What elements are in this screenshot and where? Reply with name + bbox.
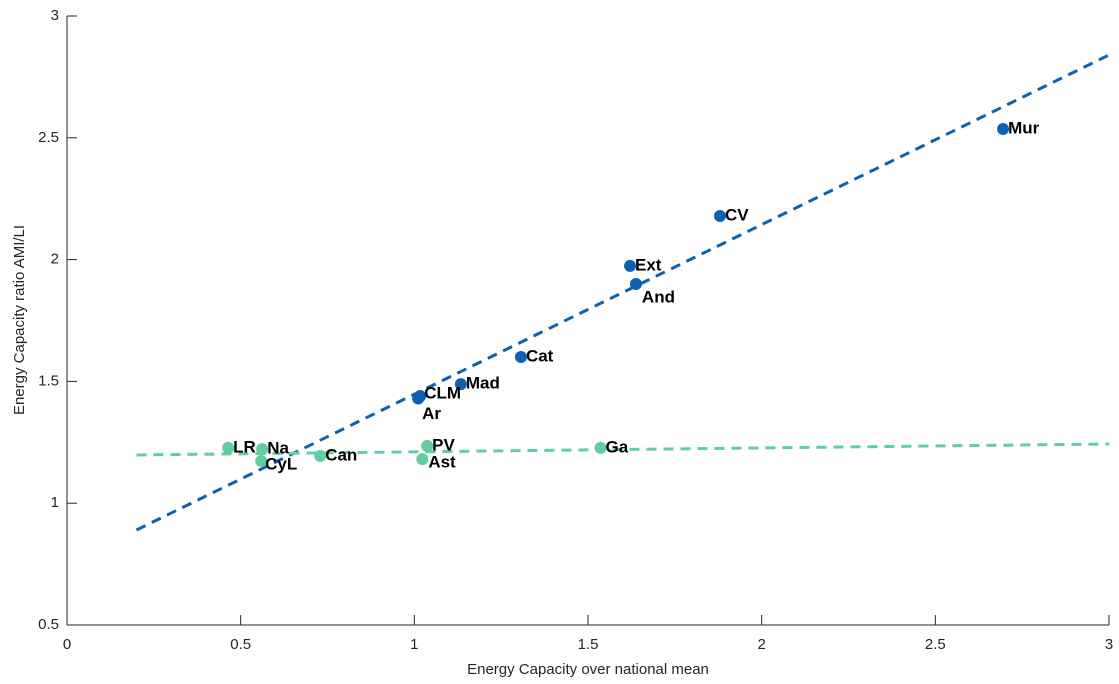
x-tick-label: 1.5 — [578, 636, 599, 653]
point — [454, 378, 467, 391]
point-label: Mad — [466, 374, 500, 393]
point — [412, 392, 425, 405]
point-label: CLM — [424, 384, 461, 403]
y-tick-label: 3 — [51, 7, 59, 24]
y-tick-label: 0.5 — [38, 616, 59, 633]
point — [255, 455, 268, 468]
y-tick-label: 2 — [51, 251, 59, 268]
x-tick-label: 0 — [63, 636, 71, 653]
point-label: Ext — [635, 255, 662, 274]
point — [624, 259, 637, 272]
y-tick-label: 1 — [51, 494, 59, 511]
trend-line — [136, 442, 1110, 457]
point — [629, 277, 642, 290]
point — [514, 351, 527, 364]
x-tick-label: 1 — [410, 636, 418, 653]
point — [594, 441, 607, 454]
point — [256, 443, 269, 456]
point-label: Na — [267, 439, 289, 458]
point — [222, 441, 235, 454]
point-label: Cat — [526, 347, 554, 366]
point-label: And — [642, 287, 675, 306]
point-label: PV — [432, 435, 455, 454]
x-tick-label: 2.5 — [925, 636, 946, 653]
point-label: Ar — [422, 404, 441, 423]
point — [713, 209, 726, 222]
y-tick-label: 1.5 — [38, 372, 59, 389]
point-label: Ga — [606, 437, 629, 456]
point-label: CyL — [265, 455, 297, 474]
point — [997, 123, 1010, 136]
point-label: Can — [325, 445, 357, 464]
x-tick-label: 2 — [757, 636, 765, 653]
point-label: Mur — [1008, 119, 1040, 138]
point-label: Ast — [428, 453, 456, 472]
x-tick-label: 0.5 — [230, 636, 251, 653]
trend-line — [135, 53, 1110, 532]
x-axis-label: Energy Capacity over national mean — [467, 661, 709, 678]
y-axis-label: Energy Capacity ratio AMI/LI — [11, 225, 28, 415]
x-tick-label: 3 — [1105, 636, 1113, 653]
point — [416, 453, 429, 466]
y-tick-label: 2.5 — [38, 129, 59, 146]
point-label: LR — [233, 437, 256, 456]
point-label: CV — [725, 205, 749, 224]
point — [421, 439, 434, 452]
point — [314, 449, 327, 462]
